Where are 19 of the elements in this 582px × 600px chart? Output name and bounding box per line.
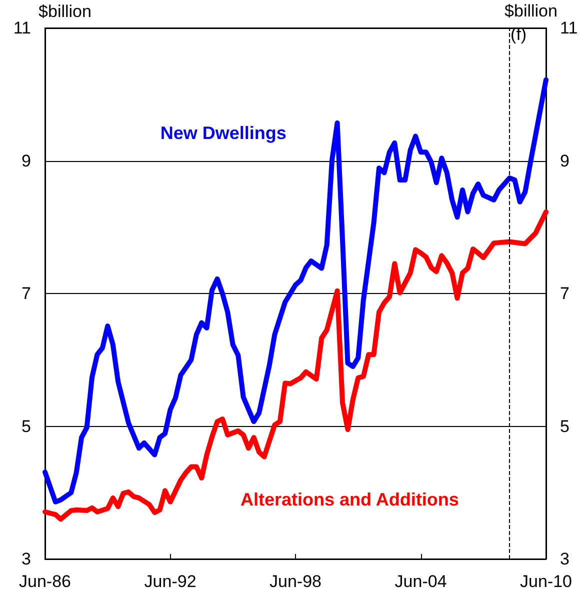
text: Alterations and Additions xyxy=(240,490,459,510)
y-tick-label: 9 xyxy=(22,151,31,170)
y2-axis-title: $billion xyxy=(504,2,558,21)
x-tick-label: Jun-86 xyxy=(19,572,71,591)
x-tick-label: Jun-04 xyxy=(394,572,447,591)
y-tick-label: 3 xyxy=(22,550,31,568)
y2-tick-label: 9 xyxy=(560,151,570,170)
y2-tick-label: 5 xyxy=(560,416,570,436)
y2-tick-label: 11 xyxy=(560,18,578,38)
y2-tick-label: 7 xyxy=(560,284,570,303)
y-tick-label: 7 xyxy=(22,284,31,303)
y-tick-label: 5 xyxy=(22,416,31,436)
text: New Dwellings xyxy=(160,123,286,144)
y-axis-title: $billion xyxy=(38,2,92,21)
x-tick-label: Jun-10 xyxy=(520,572,572,591)
y-tick-label: 11 xyxy=(13,18,31,38)
x-tick-label: Jun-98 xyxy=(270,572,322,591)
y2-tick-label: 3 xyxy=(560,550,570,568)
x-tick-label: Jun-92 xyxy=(144,572,196,591)
